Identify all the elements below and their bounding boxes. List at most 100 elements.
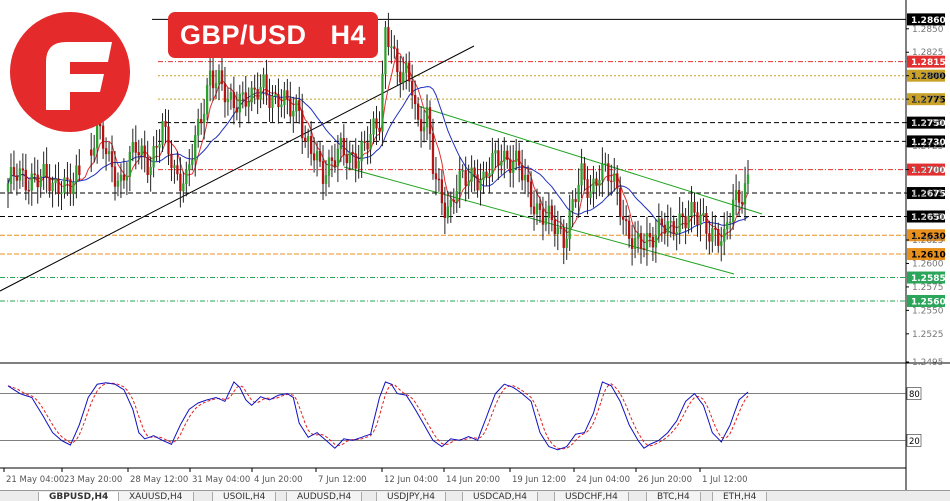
candle-body: [179, 173, 182, 192]
candle-body: [250, 87, 253, 103]
candle-body: [526, 174, 530, 183]
candle-body: [520, 165, 524, 181]
candle-body: [464, 170, 467, 186]
candles: [6, 12, 750, 266]
time-tick-label: 21 May 04:00: [6, 475, 64, 485]
level-price-box: [907, 229, 945, 242]
candle-body: [309, 136, 313, 154]
candle-body: [500, 161, 503, 166]
candle-body: [200, 119, 203, 124]
level-price-box: [907, 294, 945, 307]
candle-body: [360, 141, 363, 162]
candle-body: [307, 136, 310, 142]
candle-body: [140, 145, 143, 156]
candle-body: [461, 170, 464, 172]
candle-body: [176, 165, 179, 175]
chart-tab[interactable]: BTC,H4: [646, 492, 701, 501]
chart-tab[interactable]: XAUUSD,H4: [118, 492, 194, 501]
candle-body: [90, 149, 93, 156]
level-price-label: 1.2730: [911, 138, 946, 148]
stoch-level-label: 80: [909, 390, 920, 400]
candle-body: [149, 166, 152, 176]
candle-body: [15, 175, 19, 181]
candle-body: [616, 173, 619, 189]
candle-body: [173, 165, 176, 169]
candle-body: [333, 160, 337, 167]
candle-body: [197, 119, 200, 136]
chart-tab[interactable]: USDJPY,H4: [376, 492, 446, 501]
candle-body: [538, 203, 542, 210]
level-price-label: 1.2650: [911, 213, 946, 223]
stoch-level-label: 20: [909, 437, 920, 447]
candle-body: [286, 90, 289, 99]
candle-body: [613, 173, 616, 182]
candle-body: [241, 92, 244, 95]
chart-tab[interactable]: USOIL,H4: [212, 492, 277, 501]
candle-body: [143, 145, 146, 158]
chart-tab[interactable]: ETH,H4: [712, 492, 768, 501]
level-price-label: 1.2700: [911, 166, 946, 176]
stochastic-oscillator: 80 20: [0, 381, 922, 451]
candle-body: [101, 125, 105, 149]
candle-body: [39, 176, 42, 188]
candle-body: [164, 121, 167, 127]
candle-body: [693, 201, 696, 213]
candle-body: [339, 138, 342, 150]
candle-body: [69, 179, 72, 194]
candle-body: [292, 110, 295, 117]
candle-body: [449, 199, 452, 208]
candle-body: [515, 150, 518, 162]
candle-body: [408, 62, 411, 82]
chart-tab[interactable]: USDCHF,H4: [554, 492, 629, 501]
candle-body: [630, 238, 634, 249]
candle-body: [366, 142, 369, 150]
candle-body: [304, 137, 307, 142]
candle-body: [485, 171, 488, 177]
channel-upper-line: [417, 105, 763, 215]
candle-body: [494, 150, 497, 154]
chart-tab[interactable]: AUDUSD,H4: [286, 492, 363, 501]
stoch-main-line: [7, 381, 749, 451]
time-tick-label: 31 May 04:00: [192, 475, 250, 485]
time-tick-label: 26 Jun 20:00: [638, 475, 692, 485]
candle-body: [636, 233, 640, 239]
level-price-box: [907, 271, 945, 284]
candle-body: [262, 74, 265, 88]
candle-body: [104, 148, 108, 155]
candle-body: [506, 150, 509, 160]
level-price-box: [907, 55, 945, 68]
price-tick-label: 1.2600: [912, 259, 944, 269]
timeframe-label: H4: [330, 20, 367, 50]
candle-body: [529, 181, 533, 208]
candle-body: [24, 169, 27, 191]
candle-body: [660, 218, 663, 226]
time-tick-label: 14 Jun 20:00: [446, 475, 500, 485]
chart-tab[interactable]: USDCAD,H4: [462, 492, 538, 501]
candle-body: [301, 110, 304, 139]
time-tick-label: 23 May 20:00: [64, 475, 122, 485]
candle-body: [574, 199, 577, 202]
candle-body: [283, 90, 286, 106]
candle-body: [720, 241, 723, 246]
candle-body: [512, 161, 515, 173]
candle-body: [298, 100, 301, 111]
candle-body: [491, 152, 494, 174]
candle-body: [467, 181, 470, 186]
candle-body: [717, 228, 720, 246]
price-axis: 1.28501.28251.28001.27751.27501.27251.27…: [0, 0, 950, 490]
candle-body: [378, 127, 381, 132]
candle-body: [30, 173, 33, 191]
candle-body: [604, 163, 607, 165]
candle-body: [295, 100, 298, 112]
candle-body: [107, 151, 111, 155]
time-tick-label: 19 Jun 12:00: [512, 475, 566, 485]
level-price-box: [907, 116, 945, 129]
channel-lower-line: [343, 166, 735, 275]
price-tick-label: 1.2625: [912, 236, 944, 246]
candle-body: [387, 27, 390, 48]
candle-body: [21, 168, 25, 171]
level-price-label: 1.2750: [911, 119, 946, 129]
time-tick-label: 4 Jun 20:00: [254, 475, 303, 485]
candle-body: [577, 184, 580, 202]
